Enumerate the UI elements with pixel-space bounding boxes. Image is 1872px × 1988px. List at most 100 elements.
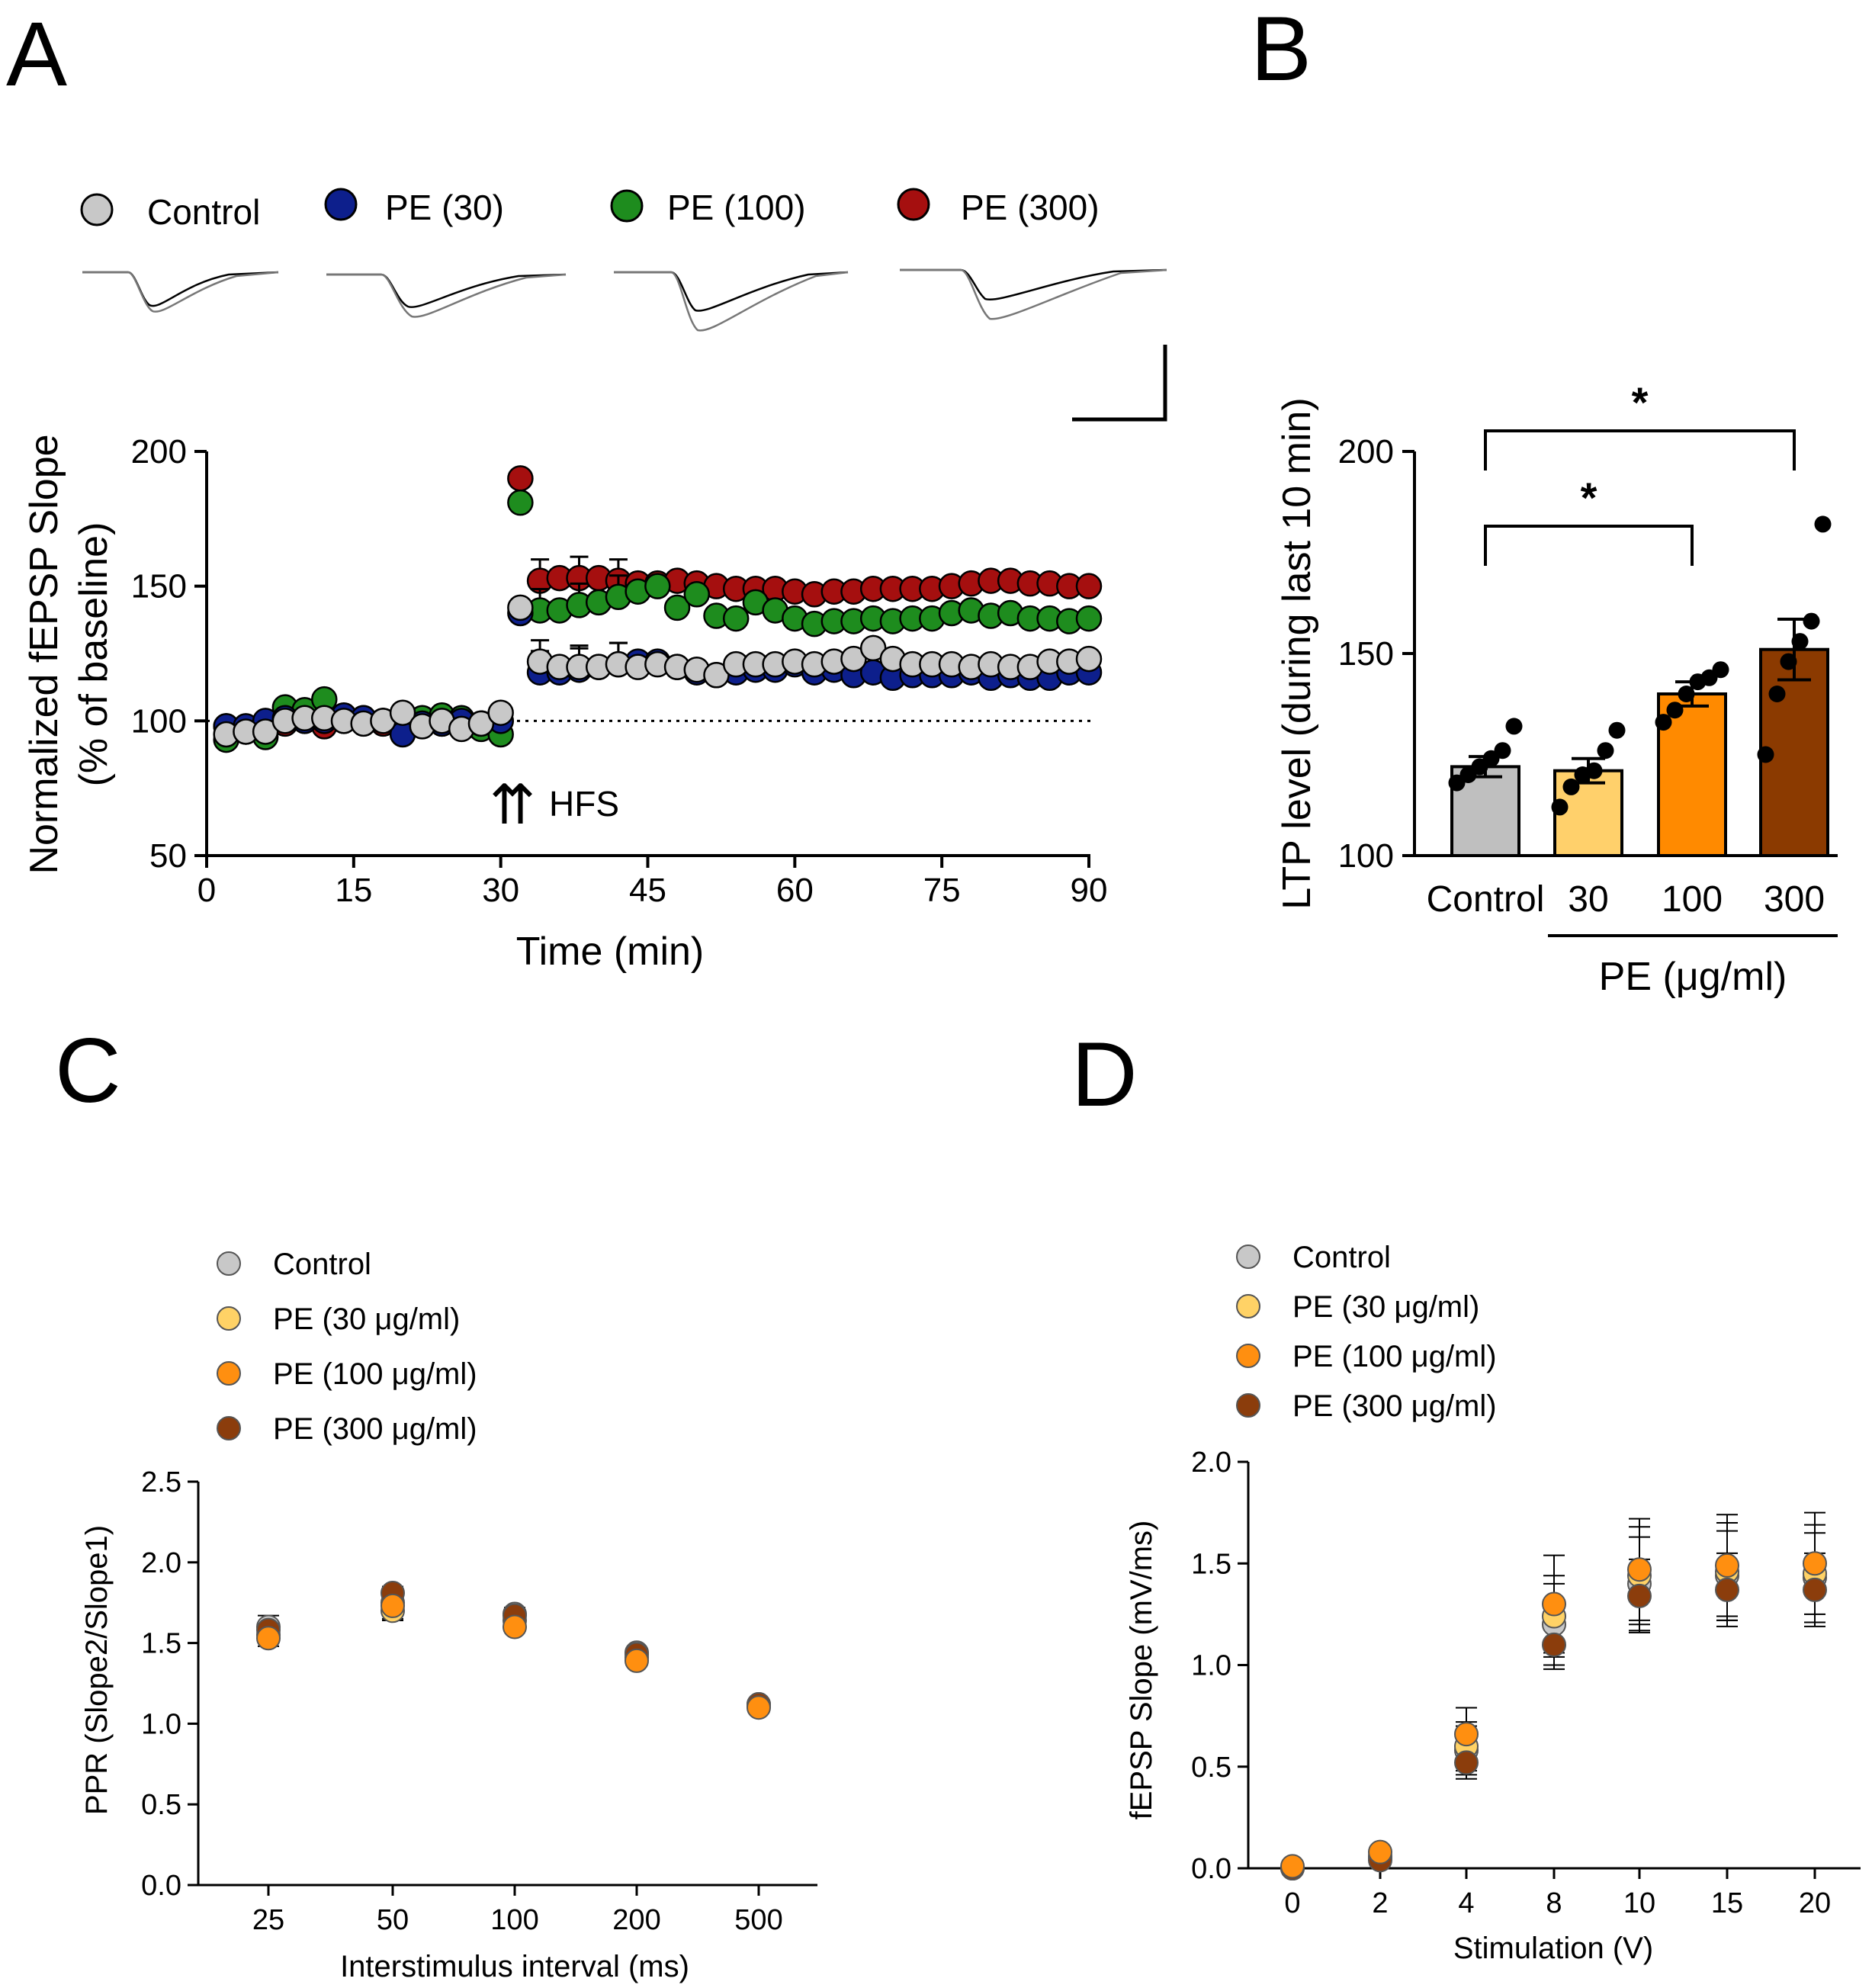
- c-ytick-label: 0.0: [141, 1870, 181, 1902]
- a-point-control: [389, 699, 416, 726]
- b-group-label: PE (μg/ml): [1599, 955, 1787, 999]
- c-legend-pe30-marker: [217, 1306, 241, 1331]
- trace-pe100-baseline: [614, 271, 849, 312]
- d-point-pe300: [1803, 1577, 1827, 1602]
- hfs-label: HFS: [549, 784, 619, 824]
- b-xtick-label: 30: [1568, 879, 1608, 920]
- d-legend-pe30-label: PE (30 μg/ml): [1292, 1290, 1479, 1324]
- legend-a-pe30-marker: [324, 188, 358, 221]
- a-point-pe300: [507, 465, 534, 492]
- panel-label-a: A: [6, 3, 67, 105]
- c-ytick-label: 0.5: [141, 1789, 181, 1821]
- b-point-pe100: [1666, 702, 1684, 719]
- c-point-pe100: [747, 1695, 771, 1720]
- b-point-pe100: [1655, 714, 1672, 731]
- d-xtick-label: 0: [1284, 1887, 1300, 1919]
- b-point-pe300: [1757, 746, 1774, 763]
- a-xtick-label: 0: [197, 872, 216, 909]
- d-legend-pe300-marker: [1236, 1393, 1260, 1418]
- d-point-pe300: [1715, 1577, 1739, 1602]
- c-point-pe100: [256, 1626, 281, 1651]
- legend-a-pe300-label: PE (300): [961, 188, 1100, 227]
- c-xtick-label: 50: [377, 1904, 409, 1936]
- d-point-pe300: [1542, 1632, 1566, 1657]
- a-ytick-label: 150: [131, 568, 187, 605]
- c-y-title: PPR (Slope2/Slope1): [80, 1525, 114, 1815]
- d-legend-pe100-marker: [1236, 1344, 1260, 1368]
- a-point-pe100: [683, 581, 711, 608]
- a-point-pe100: [644, 573, 671, 599]
- a-ytick-label: 100: [131, 702, 187, 740]
- a-point-pe100: [722, 605, 750, 632]
- trace-pe300-ltp: [900, 268, 1167, 320]
- c-legend-control-marker: [217, 1251, 241, 1276]
- d-xtick-label: 15: [1711, 1887, 1743, 1919]
- d-legend-control-label: Control: [1292, 1241, 1391, 1274]
- legend-a-control-label: Control: [147, 192, 260, 232]
- b-point-pe300: [1814, 515, 1832, 533]
- panel-label-b: B: [1251, 0, 1312, 100]
- b-y-title: LTP level (during last 10 min): [1275, 397, 1319, 909]
- c-ytick-label: 2.0: [141, 1547, 181, 1579]
- trace-pe30-baseline: [326, 273, 567, 308]
- b-xtick-label: 100: [1662, 879, 1723, 920]
- c-xtick-label: 200: [612, 1904, 660, 1936]
- a-xtick-label: 75: [923, 872, 961, 909]
- d-xtick-label: 2: [1372, 1887, 1388, 1919]
- a-point-pe100: [1075, 605, 1103, 632]
- trace-control-ltp: [82, 271, 279, 313]
- d-point-pe300: [1454, 1750, 1479, 1775]
- trace-pe300-baseline: [900, 268, 1167, 301]
- a-point-pe100: [507, 489, 534, 516]
- c-point-pe100: [503, 1614, 527, 1640]
- c-x-title: Interstimulus interval (ms): [340, 1950, 689, 1983]
- c-legend-control-label: Control: [273, 1248, 371, 1281]
- b-point-pe300: [1791, 633, 1809, 650]
- b-point-pe30: [1562, 778, 1580, 795]
- c-legend-pe30-label: PE (30 μg/ml): [273, 1302, 460, 1336]
- b-sig-bracket: [1484, 525, 1694, 566]
- b-point-control: [1505, 718, 1523, 735]
- b-point-pe300: [1803, 612, 1820, 630]
- legend-a-pe30-label: PE (30): [385, 188, 504, 227]
- legend-a: Control PE (30) PE (100) PE (300): [80, 188, 1100, 232]
- a-ytick-label: 200: [131, 433, 187, 471]
- a-point-control: [507, 594, 534, 621]
- c-xtick-label: 25: [252, 1904, 284, 1936]
- d-point-pe100: [1280, 1854, 1305, 1879]
- chart-d: Control PE (30 μg/ml) PE (100 μg/ml) PE (30…: [1125, 1241, 1861, 1965]
- a-xtick-label: 30: [482, 872, 519, 909]
- c-legend-pe100-label: PE (100 μg/ml): [273, 1357, 477, 1391]
- d-ytick-label: 2.0: [1191, 1447, 1231, 1479]
- d-legend-pe300-label: PE (300 μg/ml): [1292, 1389, 1497, 1423]
- d-ytick-label: 0.0: [1191, 1853, 1231, 1885]
- b-xtick-label: Control: [1427, 879, 1545, 920]
- d-point-pe300: [1627, 1583, 1652, 1608]
- d-point-pe100: [1803, 1551, 1827, 1576]
- d-legend-control-marker: [1236, 1245, 1260, 1269]
- chart-b: 100 150 200 Control 30 100 300 PE (μg/ml) LTP…: [1275, 378, 1838, 999]
- b-ytick-label: 150: [1338, 635, 1394, 673]
- b-sig-bracket: [1484, 429, 1796, 471]
- d-y-title: fEPSP Slope (mV/ms): [1125, 1521, 1158, 1820]
- a-point-pe300: [1075, 573, 1103, 599]
- b-point-pe100: [1712, 661, 1729, 679]
- c-legend-pe100-marker: [217, 1361, 241, 1386]
- a-xtick-label: 90: [1071, 872, 1108, 909]
- d-ytick-label: 1.5: [1191, 1548, 1231, 1580]
- a-y-title-line1: Normalized fEPSP Slope: [22, 434, 66, 874]
- panel-label-c: C: [55, 1020, 121, 1122]
- c-legend-pe300-label: PE (300 μg/ml): [273, 1412, 477, 1446]
- trace-pe100-ltp: [614, 271, 849, 332]
- b-ytick-label: 200: [1338, 433, 1394, 471]
- d-xtick-label: 4: [1458, 1887, 1474, 1919]
- b-point-pe300: [1768, 686, 1786, 702]
- b-point-pe100: [1678, 686, 1695, 702]
- a-point-control: [487, 699, 514, 726]
- d-point-pe100: [1368, 1839, 1392, 1864]
- chart-a: Control PE (30) PE (100) PE (300) 50 100 1…: [22, 188, 1167, 974]
- chart-c: Control PE (30 μg/ml) PE (100 μg/ml) PE (30…: [80, 1248, 817, 1983]
- a-xtick-label: 15: [335, 872, 372, 909]
- a-point-pe100: [663, 594, 691, 621]
- legend-a-pe100-label: PE (100): [667, 188, 806, 227]
